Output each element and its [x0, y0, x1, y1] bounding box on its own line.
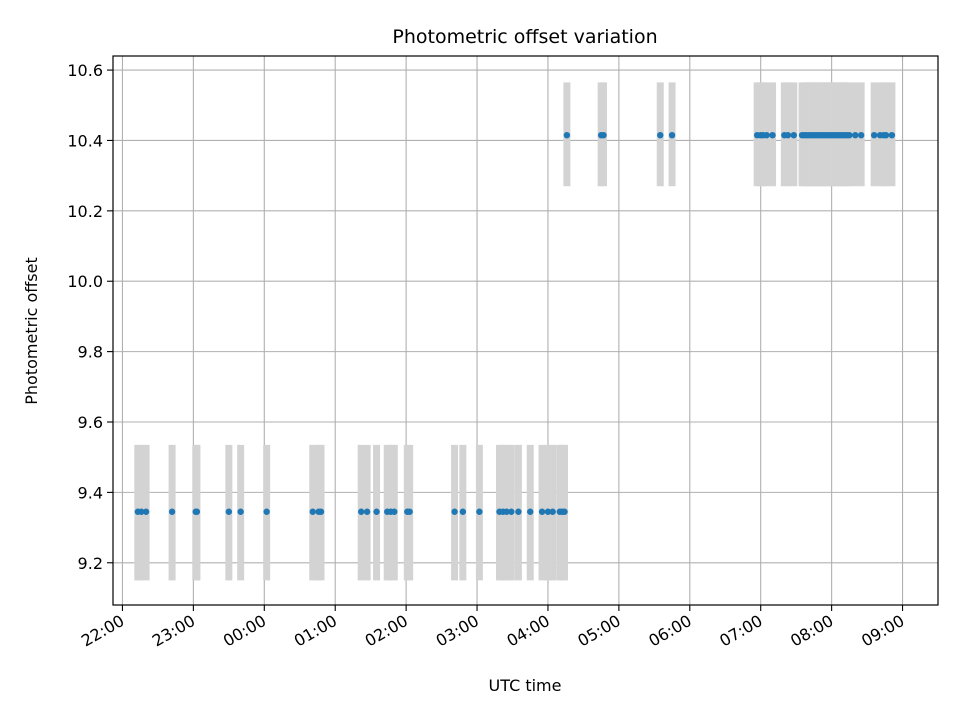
data-point [549, 508, 556, 515]
chart-title: Photometric offset variation [392, 26, 657, 48]
data-point [870, 131, 878, 139]
data-point [193, 508, 201, 515]
x-tick-label: 07:00 [716, 611, 765, 651]
data-point [508, 508, 515, 515]
x-tick-label: 00:00 [220, 611, 269, 651]
data-point [451, 508, 458, 515]
data-point [459, 508, 467, 515]
x-tick-label: 08:00 [787, 611, 836, 651]
y-axis-ticks: 9.2 9.4 9.6 9.8 10.0 10.2 10.4 10.6 [67, 61, 113, 573]
data-point [563, 131, 571, 139]
data-point [857, 131, 865, 139]
data-point [852, 131, 859, 139]
y-tick-label: 10.4 [67, 131, 103, 150]
x-tick-label: 01:00 [291, 611, 340, 651]
data-point [657, 131, 664, 139]
x-tick-label: 04:00 [504, 611, 553, 651]
data-point [538, 508, 546, 515]
y-tick-label: 10.6 [67, 61, 103, 80]
data-point [515, 508, 522, 515]
data-point [668, 131, 676, 139]
y-tick-label: 9.4 [78, 483, 103, 502]
y-tick-label: 9.2 [78, 554, 103, 573]
data-point [476, 508, 483, 515]
y-tick-label: 9.6 [78, 413, 103, 432]
data-point [882, 131, 890, 139]
data-point [406, 508, 413, 515]
data-point [138, 508, 145, 515]
x-tick-label: 22:00 [78, 611, 127, 651]
data-point [237, 508, 244, 515]
data-point [600, 131, 607, 139]
data-point [503, 508, 510, 515]
x-tick-label: 02:00 [362, 611, 411, 651]
data-point [142, 508, 150, 515]
y-tick-label: 10.0 [67, 272, 103, 291]
x-tick-label: 09:00 [858, 611, 907, 651]
data-point [544, 508, 552, 515]
data-point [358, 508, 365, 515]
data-point [790, 131, 798, 139]
x-tick-label: 03:00 [433, 611, 482, 651]
plot-area [112, 55, 939, 606]
x-axis-label: UTC time [489, 676, 562, 695]
data-points [134, 131, 896, 515]
y-axis-label: Photometric offset [22, 257, 41, 405]
y-tick-label: 9.8 [78, 343, 103, 362]
plot-frame [112, 55, 939, 606]
data-point [263, 508, 270, 515]
data-point [561, 508, 568, 515]
data-point [888, 131, 896, 139]
data-point [527, 508, 534, 515]
data-point [317, 508, 325, 515]
data-point [309, 508, 316, 515]
data-point [363, 508, 371, 515]
x-tick-label: 06:00 [645, 611, 694, 651]
x-tick-label: 05:00 [574, 611, 623, 651]
data-point [763, 131, 770, 139]
data-point [373, 508, 380, 515]
data-point [168, 508, 176, 515]
y-tick-label: 10.2 [67, 202, 103, 221]
data-point [846, 131, 853, 139]
x-axis-ticks: 22:00 23:00 00:00 01:00 02:00 03:00 04:00 05:00… [78, 605, 908, 651]
data-point [769, 131, 776, 139]
data-point [225, 508, 233, 515]
data-point [784, 131, 792, 139]
data-point [391, 508, 398, 515]
x-tick-label: 23:00 [149, 611, 198, 651]
